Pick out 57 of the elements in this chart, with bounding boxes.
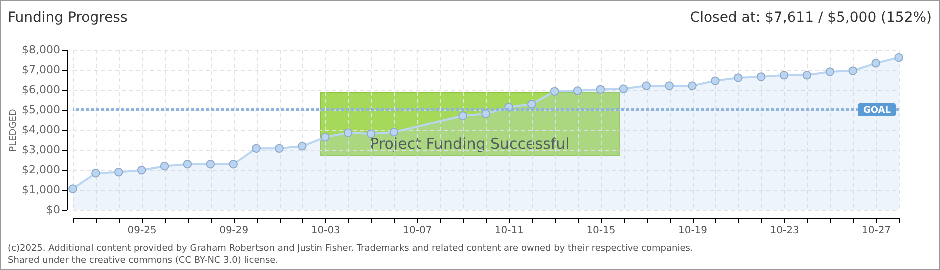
point <box>780 71 789 80</box>
chart-title: Funding Progress <box>8 10 128 26</box>
point <box>458 112 468 120</box>
point <box>252 144 261 153</box>
ref-line-label: GOAL <box>864 106 892 116</box>
x-tick-label: 10-03 <box>311 226 340 236</box>
point <box>688 82 697 90</box>
y-tick-label: $8,000 <box>22 44 60 56</box>
y-axis-title: PLEDGED <box>9 109 20 152</box>
x-tick-label: 10-07 <box>403 226 432 236</box>
x-tick-label: 10-27 <box>862 226 892 236</box>
x-tick-label: 09-29 <box>220 226 249 236</box>
x-tick-label: 10-23 <box>770 226 800 236</box>
y-tick-label: $5,000 <box>22 104 60 116</box>
point <box>550 87 560 96</box>
point <box>573 86 582 96</box>
y-tick-label: $2,000 <box>22 164 60 176</box>
point <box>642 82 651 90</box>
point <box>826 68 835 76</box>
point <box>92 169 100 178</box>
point <box>665 82 674 90</box>
x-tick-label: 09-25 <box>128 226 157 236</box>
point <box>390 128 399 137</box>
point <box>275 144 284 153</box>
point <box>344 128 353 138</box>
x-tick-label: 10-19 <box>678 226 708 236</box>
point <box>872 59 880 68</box>
point <box>137 166 146 175</box>
point <box>68 184 78 194</box>
point <box>894 53 904 62</box>
point <box>528 100 536 109</box>
x-tick-label: 10-15 <box>586 226 616 236</box>
y-tick-label: $6,000 <box>22 84 60 96</box>
point <box>160 162 170 171</box>
y-tick-label: $3,000 <box>22 144 60 156</box>
point <box>619 84 628 94</box>
y-tick-label: $7,000 <box>22 64 60 76</box>
point <box>734 74 743 82</box>
text: (c)2025. Additional content provided by Graham Robertson and Justin Fisher. Trademarks and related content are owned by their respective companies. <box>8 243 694 255</box>
point <box>206 160 216 169</box>
chart-subtitle: Closed at: $7,611 / $5,000 (152%) <box>690 10 932 26</box>
point <box>711 76 720 86</box>
point <box>321 133 330 142</box>
point <box>596 85 606 94</box>
point <box>848 66 858 76</box>
point <box>756 72 766 82</box>
point <box>183 160 192 169</box>
y-tick-label: $1,000 <box>22 184 60 196</box>
point <box>298 142 307 151</box>
x-tick-label: 10-11 <box>494 226 524 236</box>
y-tick-label: $0 <box>46 204 60 216</box>
text: Shared under the creative commons (CC BY-NC 3.0) license. <box>8 255 280 267</box>
point <box>114 168 124 177</box>
point <box>802 71 812 80</box>
point <box>366 130 376 138</box>
point <box>229 160 238 169</box>
y-tick-label: $4,000 <box>22 124 60 136</box>
